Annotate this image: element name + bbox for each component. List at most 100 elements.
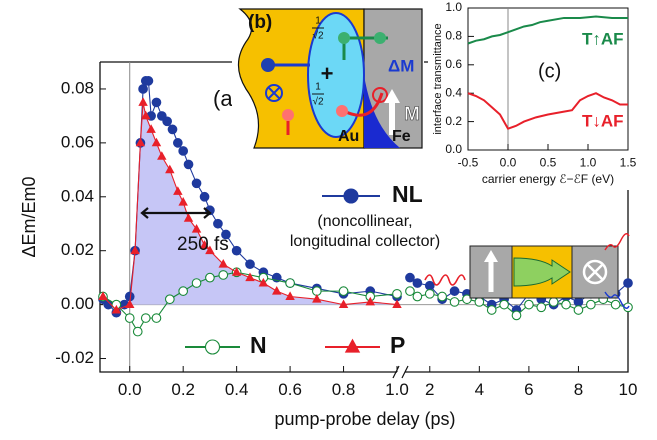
x-axis-label: carrier energy ℰ−ℰF (eV) (482, 172, 614, 186)
inset-bg (428, 0, 657, 190)
inset-c: -0.5 0.0 0.5 1.0 1.50.00.20.40.60.81.0carrie… (428, 0, 657, 190)
electron (336, 105, 348, 117)
m-label: M (404, 104, 420, 125)
legend-label: NL (392, 181, 423, 207)
marker (138, 97, 148, 106)
marker (343, 188, 359, 204)
marker (218, 259, 229, 268)
y-tick-label: 0.4 (445, 85, 462, 99)
marker (140, 313, 151, 323)
x-tick-label: 1.0 (580, 155, 597, 169)
marker (573, 297, 584, 307)
annotation: (noncollinear, (317, 213, 412, 230)
marker (165, 164, 175, 174)
marker (424, 280, 435, 291)
coef-num: 1 (315, 82, 321, 93)
marker (285, 278, 295, 288)
marker (218, 270, 229, 280)
marker (499, 299, 509, 310)
marker (178, 146, 189, 156)
marker (231, 267, 242, 276)
magnetization-head (384, 89, 400, 103)
marker (213, 218, 223, 229)
marker (221, 229, 231, 240)
marker (124, 313, 135, 323)
marker (111, 304, 122, 314)
marker (392, 299, 402, 309)
electron (282, 109, 294, 121)
marker (146, 124, 156, 133)
marker (205, 245, 215, 255)
inset-b: (b) + 1 √2 1 √2 ΔM M Au Fe (232, 5, 424, 151)
marker (141, 110, 151, 120)
marker (162, 116, 172, 127)
marker (285, 291, 295, 300)
marker (124, 299, 135, 309)
marker (135, 137, 146, 147)
fe-wedge (364, 75, 400, 148)
marker (271, 285, 282, 295)
marker (199, 240, 210, 249)
arrow (513, 257, 571, 287)
marker (138, 84, 148, 94)
x-tick-label: 0.8 (332, 380, 356, 399)
electron (261, 58, 275, 72)
x-tick-label: 0.6 (278, 380, 302, 399)
x-tick-label: 0.4 (225, 380, 249, 399)
y-tick-label: -0.02 (55, 348, 94, 367)
arrow-head (484, 250, 498, 262)
delta-m: ΔM (388, 56, 414, 75)
marker (338, 299, 349, 309)
marker (365, 296, 376, 306)
marker (585, 299, 596, 310)
coef-den: √2 (312, 96, 323, 108)
marker (151, 313, 162, 323)
y-tick-label: 0.06 (61, 132, 94, 151)
marker (405, 272, 415, 283)
x-tick-label: 8 (574, 380, 583, 399)
marker (205, 272, 215, 283)
legend-label: N (250, 332, 267, 358)
pulse-out (604, 233, 630, 251)
y-tick-label: 0.2 (445, 114, 462, 128)
spin-cross (267, 86, 281, 100)
x-tick-label: 0.5 (540, 155, 557, 169)
marker (178, 286, 189, 296)
marker (178, 197, 188, 206)
marker (132, 326, 143, 337)
marker (245, 259, 255, 270)
electron (338, 32, 350, 44)
x-tick-label: 1.5 (620, 155, 637, 169)
marker (130, 245, 140, 255)
marker (191, 278, 202, 288)
x-tick-label: 10 (619, 380, 638, 399)
series-line (467, 15, 628, 45)
au-label: Au (338, 128, 359, 145)
marker (231, 245, 242, 256)
x-tick-label: 0.0 (118, 380, 142, 399)
fe-label: Fe (392, 128, 411, 145)
marker (573, 305, 584, 315)
marker (258, 277, 269, 287)
marker (151, 137, 162, 147)
marker (474, 297, 485, 307)
marker (183, 159, 194, 170)
marker (204, 339, 221, 355)
x-tick-label: 6 (524, 380, 533, 399)
marker (405, 286, 415, 296)
annotation: 250 fs (177, 234, 229, 255)
y-tick-label: 1.0 (445, 0, 462, 14)
x-tick-label: 1.0 (385, 380, 409, 399)
marker (412, 291, 423, 302)
marker (610, 299, 621, 310)
coef-num: 1 (315, 16, 321, 27)
marker (623, 278, 633, 288)
y-tick-label: 0.6 (445, 57, 462, 71)
x-tick-label: 2 (425, 380, 434, 399)
marker (524, 299, 534, 310)
marker (449, 286, 460, 296)
area (103, 102, 397, 305)
y-tick-label: 0.00 (61, 294, 94, 313)
